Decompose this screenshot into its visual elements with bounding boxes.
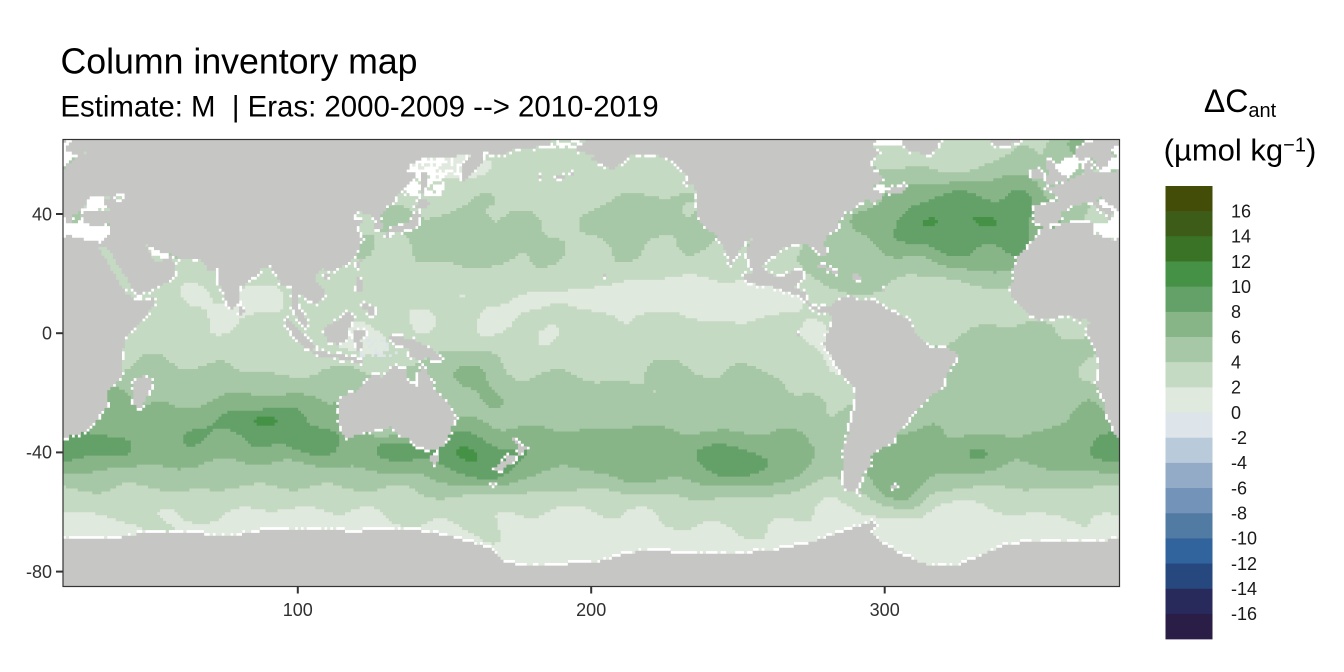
svg-text:-14: -14 (1231, 579, 1257, 599)
svg-text:-80: -80 (26, 562, 52, 582)
svg-text:300: 300 (870, 600, 900, 620)
svg-text:-8: -8 (1231, 504, 1247, 524)
svg-text:16: 16 (1231, 202, 1251, 222)
svg-text:40: 40 (32, 204, 52, 224)
svg-text:6: 6 (1231, 327, 1241, 347)
svg-text:10: 10 (1231, 277, 1251, 297)
svg-text:-10: -10 (1231, 529, 1257, 549)
svg-text:4: 4 (1231, 353, 1241, 373)
svg-text:-16: -16 (1231, 604, 1257, 624)
svg-text:2: 2 (1231, 378, 1241, 398)
svg-text:Column inventory map: Column inventory map (61, 42, 418, 82)
svg-text:-40: -40 (26, 443, 52, 463)
svg-text:-2: -2 (1231, 428, 1247, 448)
svg-text:12: 12 (1231, 252, 1251, 272)
svg-text:100: 100 (283, 600, 313, 620)
svg-text:Estimate: M | Eras: 2000-2009: Estimate: M | Eras: 2000-2009 --> 2010-2… (60, 91, 658, 124)
svg-text:-12: -12 (1231, 554, 1257, 574)
svg-text:-6: -6 (1231, 478, 1247, 498)
svg-text:8: 8 (1231, 302, 1241, 322)
svg-text:0: 0 (1231, 403, 1241, 423)
svg-text:200: 200 (576, 600, 606, 620)
svg-text:14: 14 (1231, 227, 1251, 247)
svg-text:-4: -4 (1231, 453, 1247, 473)
svg-text:0: 0 (42, 324, 52, 344)
